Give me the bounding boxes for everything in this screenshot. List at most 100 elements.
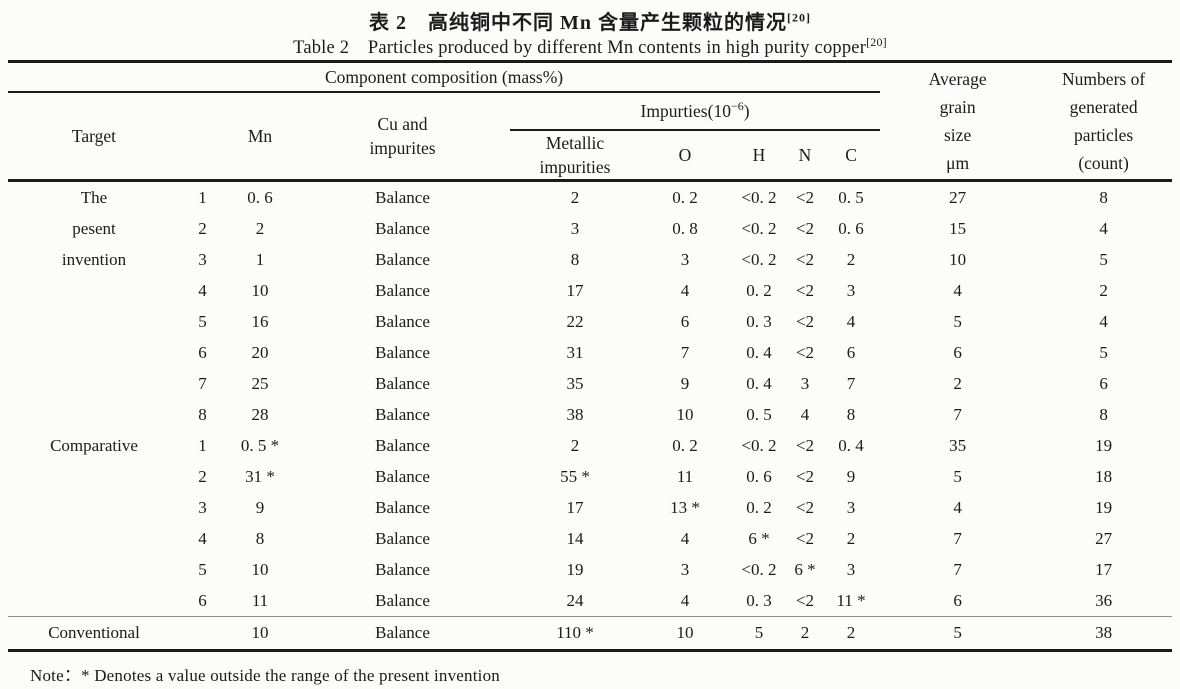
cell-grain: 10 <box>949 249 967 269</box>
header-metallic-line: Metallic <box>545 133 605 153</box>
table-row-conventional: Conventional 10 Balance 110 * 10 5 2 2 5 38 <box>8 616 1173 651</box>
table-row: 7 25 Balance 35 9 0. 4 3 7 2 6 <box>8 368 1172 399</box>
cell-mn: 11 <box>251 590 269 610</box>
table-title-en-ref: [20] <box>866 34 887 49</box>
header-cu-line: impurites <box>369 138 436 158</box>
cell-cu: Balance <box>375 218 430 238</box>
cell-c: 8 <box>846 404 856 424</box>
cell-c: 2 <box>846 249 856 269</box>
table-row: Comparative 1 0. 5 * Balance 2 0. 2 <0. 2 <2 0. … <box>8 430 1172 461</box>
header-nitrogen: N <box>788 130 822 182</box>
cell-h: 0. 6 <box>746 466 772 486</box>
cell-metallic: 17 <box>566 497 584 517</box>
table-row: 2 31 * Balance 55 * 11 0. 6 <2 9 5 18 <box>8 461 1172 492</box>
cell-c: 0. 6 <box>838 218 864 238</box>
cell-cu: Balance <box>375 466 430 486</box>
cell-o: 0. 8 <box>672 218 698 238</box>
cell-h: 0. 4 <box>746 342 772 362</box>
header-cu-and-impurites: Cu and impurites <box>295 92 510 182</box>
cell-mn: 9 <box>255 497 265 517</box>
cell-h: <0. 2 <box>741 249 777 269</box>
cell-mn: 31 * <box>245 466 275 486</box>
cell-index: 6 <box>198 342 207 362</box>
cell-o: 3 <box>680 249 690 269</box>
cell-particles: 5 <box>1099 249 1108 269</box>
cell-grain: 6 <box>953 342 962 362</box>
cell-index: 1 <box>198 187 207 207</box>
cell-o: 4 <box>680 590 690 610</box>
cell-target <box>8 337 180 368</box>
header-particles-line: (count) <box>1078 153 1129 173</box>
header-grain-size: Average grain size μm <box>880 61 1036 182</box>
table-title-en: Table 2 Particles produced by different … <box>0 33 1180 59</box>
cell-c: 4 <box>846 311 856 331</box>
cell-target <box>8 585 180 617</box>
cell-index: 8 <box>198 404 207 424</box>
cell-o: 0. 2 <box>672 435 698 455</box>
cell-c: 11 * <box>836 590 866 610</box>
header-row-3: Metallic impurities O H N C <box>8 130 1172 182</box>
cell-grain: 2 <box>953 373 962 393</box>
header-metallic-impurities: Metallic impurities <box>510 130 640 182</box>
cell-n: <2 <box>795 497 815 517</box>
header-row-2: Target Mn Cu and impurites Impurties(10−… <box>8 92 1172 182</box>
cell-grain: 27 <box>949 187 967 207</box>
cell-mn: 1 <box>255 249 265 269</box>
header-generated-particles: Numbers of generated particles (count) <box>1035 61 1173 182</box>
cell-mn: 28 <box>251 404 269 424</box>
cell-particles: 36 <box>1095 590 1113 610</box>
cell-h: <0. 2 <box>741 218 777 238</box>
table-row: invention 3 1 Balance 8 3 <0. 2 <2 2 10 5 <box>8 244 1172 275</box>
cell-n: <2 <box>795 590 815 610</box>
cell-index: 3 <box>198 249 207 269</box>
cell-target: invention <box>61 249 127 269</box>
cell-particles: 5 <box>1099 342 1108 362</box>
cell-particles: 4 <box>1099 218 1108 238</box>
cell-n: <2 <box>795 218 815 238</box>
table-row: 6 20 Balance 31 7 0. 4 <2 6 6 5 <box>8 337 1172 368</box>
cell-grain: 6 <box>953 590 962 610</box>
cell-target <box>8 461 180 492</box>
cell-target: Comparative <box>50 435 138 455</box>
table-row: 3 9 Balance 17 13 * 0. 2 <2 3 4 19 <box>8 492 1172 523</box>
cell-particles: 27 <box>1095 528 1113 548</box>
cell-index: 1 <box>198 435 207 455</box>
cell-cu: Balance <box>375 249 430 269</box>
cell-cu: Balance <box>375 280 430 300</box>
cell-particles: 4 <box>1099 311 1108 331</box>
cell-target: Conventional <box>8 616 180 651</box>
header-hydrogen: H <box>730 130 788 182</box>
cell-metallic: 2 <box>570 187 580 207</box>
cell-metallic: 17 <box>566 280 584 300</box>
header-impurities: Impurties(10−6) <box>510 92 881 131</box>
cell-n: <2 <box>795 187 815 207</box>
cell-mn: 10 <box>251 559 269 579</box>
cell-particles: 18 <box>1095 466 1113 486</box>
cell-grain: 7 <box>953 528 962 548</box>
cell-o: 13 * <box>670 497 700 517</box>
cell-mn: 16 <box>251 311 269 331</box>
cell-mn: 8 <box>255 528 265 548</box>
cell-target: pesent <box>72 218 116 238</box>
table-row: 8 28 Balance 38 10 0. 5 4 8 7 8 <box>8 399 1172 430</box>
cell-o: 3 <box>680 559 690 579</box>
table-title-en-text: Table 2 Particles produced by different … <box>293 38 867 58</box>
header-sample-index <box>180 92 225 182</box>
cell-o: 11 <box>676 466 694 486</box>
cell-o: 9 <box>680 373 690 393</box>
cell-index: 5 <box>198 311 207 331</box>
cell-particles: 17 <box>1095 559 1113 579</box>
cell-o: 7 <box>680 342 690 362</box>
cell-n: <2 <box>795 435 815 455</box>
table-footnote: Note：* Denotes a value outside the range… <box>30 666 500 685</box>
cell-n: <2 <box>795 342 815 362</box>
cell-h: <0. 2 <box>741 559 777 579</box>
cell-h: <0. 2 <box>741 435 777 455</box>
cell-mn: 10 <box>251 280 269 300</box>
cell-metallic: 31 <box>566 342 584 362</box>
cell-target <box>8 399 180 430</box>
table-row: 4 8 Balance 14 4 6 * <2 2 7 27 <box>8 523 1172 554</box>
cell-index: 3 <box>198 497 207 517</box>
cell-h: 0. 5 <box>746 404 772 424</box>
cell-mn: 0. 5 * <box>240 435 280 455</box>
